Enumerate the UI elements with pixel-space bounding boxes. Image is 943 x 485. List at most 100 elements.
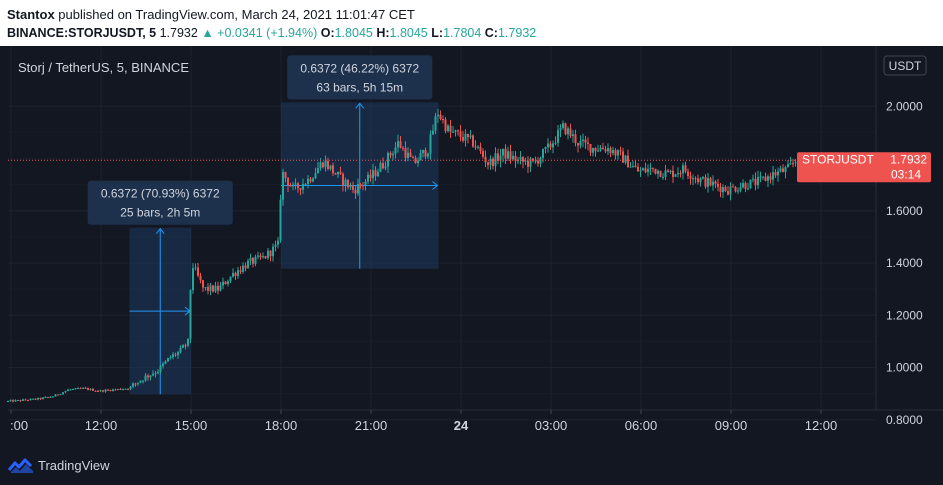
- candle: [669, 169, 672, 175]
- candle: [92, 387, 94, 391]
- candle: [547, 138, 549, 153]
- candle: [704, 174, 707, 189]
- candle: [487, 161, 489, 170]
- candle: [307, 175, 309, 189]
- candle: [544, 146, 547, 154]
- candle: [759, 171, 762, 183]
- candle: [372, 163, 374, 185]
- candle: [382, 157, 384, 170]
- candle: [607, 143, 609, 156]
- candle: [329, 165, 332, 171]
- candle: [327, 157, 329, 171]
- candle: [314, 167, 317, 180]
- candle: [684, 161, 687, 174]
- x-tick-label: 18:00: [265, 418, 298, 433]
- last-price: 1.7932: [159, 26, 198, 40]
- candle: [792, 158, 794, 168]
- candle: [239, 266, 242, 275]
- candle: [437, 108, 439, 123]
- measure-boxes[interactable]: [129, 102, 439, 395]
- candle: [222, 277, 224, 290]
- candle: [244, 262, 247, 272]
- candle: [364, 179, 367, 191]
- candle: [752, 174, 754, 183]
- candle: [247, 258, 249, 269]
- candle: [529, 156, 532, 173]
- candle: [657, 169, 659, 179]
- candle: [492, 156, 494, 170]
- candle: [432, 124, 434, 135]
- candle: [212, 284, 214, 293]
- y-tick-label: 1.4000: [886, 256, 923, 270]
- price-tag-symbol: STORJUSDT: [802, 152, 874, 166]
- candle: [484, 150, 487, 168]
- candle: [634, 159, 637, 168]
- candle: [334, 172, 337, 175]
- candle: [147, 373, 149, 381]
- candle: [434, 112, 437, 134]
- candle: [699, 177, 702, 187]
- candle: [627, 149, 629, 168]
- candle: [742, 179, 744, 189]
- candle: [362, 182, 364, 191]
- price-axis[interactable]: 0.8000 1.0000 1.2000 1.4000 1.6000 2.0000: [886, 99, 923, 427]
- candle: [677, 167, 679, 178]
- low-label: L:: [431, 26, 444, 40]
- publish-line: Stantox published on TradingView.com, Ma…: [7, 7, 415, 22]
- candle: [122, 388, 124, 391]
- candle: [589, 143, 592, 156]
- candle: [427, 152, 429, 159]
- candle: [357, 178, 359, 196]
- currency-button[interactable]: USDT: [883, 55, 927, 76]
- candle: [332, 162, 334, 176]
- candle: [417, 157, 419, 167]
- candle: [159, 364, 162, 374]
- candle: [667, 168, 669, 173]
- candle: [259, 252, 262, 260]
- candle: [702, 175, 704, 180]
- y-tick-label: 1.2000: [886, 308, 923, 322]
- author-name[interactable]: Stantox: [7, 7, 55, 22]
- candle: [482, 148, 484, 159]
- measure-arrow-up: [355, 102, 365, 109]
- candle: [642, 167, 644, 171]
- y-tick-label: 0.8000: [886, 413, 923, 427]
- candle: [47, 396, 49, 398]
- candle: [439, 110, 442, 121]
- candle: [464, 129, 467, 147]
- candle: [444, 117, 447, 134]
- candle: [637, 162, 639, 172]
- tradingview-logo-icon[interactable]: [8, 457, 34, 473]
- measure-label-box: [287, 55, 433, 100]
- candle: [112, 388, 114, 392]
- candle: [414, 155, 417, 164]
- price-chart[interactable]: 0.6372 (70.93%) 6372 25 bars, 2h 5m 0.6372…: [0, 46, 943, 456]
- candle: [474, 140, 477, 150]
- candle: [37, 397, 39, 401]
- candle: [664, 164, 667, 181]
- candlestick-series: [7, 108, 799, 403]
- candle: [777, 167, 779, 182]
- candle: [19, 399, 22, 402]
- candle: [117, 388, 119, 391]
- candle: [717, 179, 719, 192]
- candle: [724, 185, 727, 193]
- open-value: 1.8045: [334, 26, 373, 40]
- candle: [192, 263, 194, 294]
- candle: [342, 172, 344, 192]
- candle: [582, 133, 584, 148]
- price-tag: STORJUSDT 1.7932 03:14: [797, 152, 931, 183]
- candle: [24, 398, 27, 401]
- tradingview-brand[interactable]: TradingView: [38, 457, 110, 473]
- candle: [154, 371, 157, 378]
- x-tick-label: 03:00: [535, 418, 568, 433]
- candle: [137, 382, 139, 386]
- candle: [539, 156, 542, 168]
- candle: [394, 142, 397, 159]
- measure-label-sub: 25 bars, 2h 5m: [120, 206, 200, 220]
- candle: [67, 388, 69, 392]
- candle: [237, 267, 239, 279]
- time-axis[interactable]: :00 12:00 15:00 18:00 21:00 24 03:00 06:00 09:00…: [10, 410, 837, 433]
- candle: [174, 352, 177, 357]
- candle: [734, 185, 737, 193]
